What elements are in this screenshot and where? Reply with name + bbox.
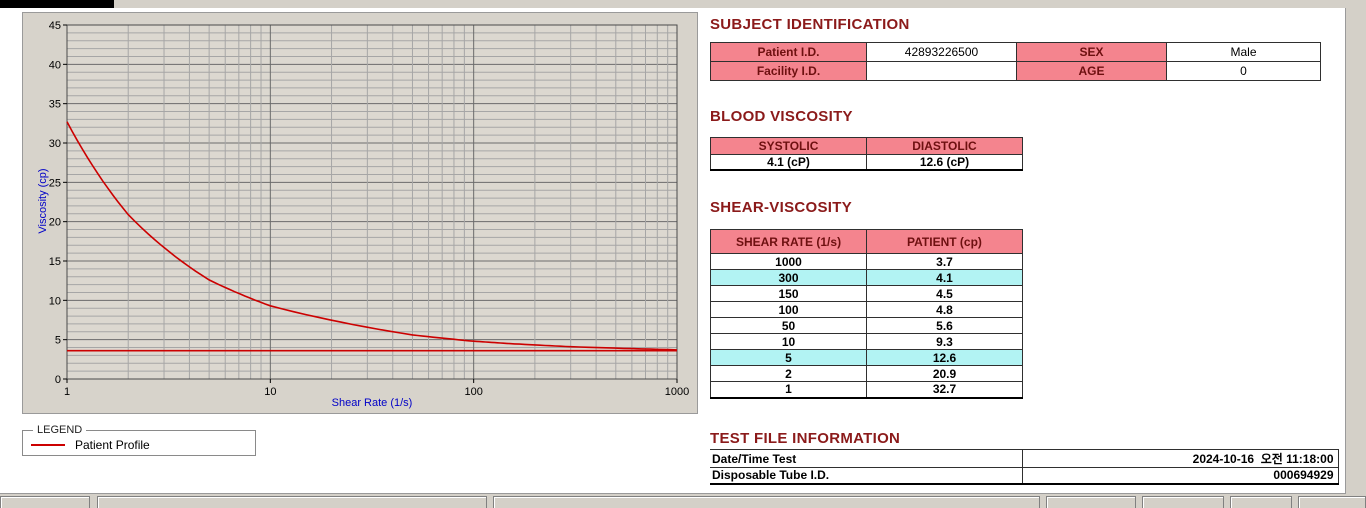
shear-rate-header: SHEAR RATE (1/s) [710,229,867,254]
shear-rate-cell: 2 [710,365,867,382]
facility-id-label: Facility I.D. [710,61,867,81]
bottom-panel-segment [493,496,1040,508]
table-row: 4.1 (cP) 12.6 (cP) [710,154,1023,171]
systolic-header: SYSTOLIC [710,137,867,155]
bottom-button-segment[interactable] [1298,496,1366,508]
legend-item-label: Patient Profile [75,438,150,452]
shear-row: 100 4.8 [710,301,1023,318]
diastolic-value: 12.6 (cP) [866,154,1023,171]
shear-rate-cell: 100 [710,301,867,318]
section-title-test-file-information: TEST FILE INFORMATION [710,430,901,447]
shear-rate-cell: 50 [710,317,867,334]
viscosity-chart-panel: 0 5 10 15 20 25 30 35 40 45 1 10 100 1000 Shear Rate … [22,12,698,414]
svg-text:1: 1 [64,386,70,398]
table-row: Patient I.D. 42893226500 SEX Male [710,42,1321,62]
svg-text:40: 40 [49,59,61,71]
patient-cp-header: PATIENT (cp) [866,229,1023,254]
patient-cp-cell: 12.6 [866,349,1023,366]
shear-row: 5 12.6 [710,349,1023,366]
viscosity-chart: 0 5 10 15 20 25 30 35 40 45 1 10 100 1000 [49,20,689,398]
section-title-blood-viscosity: BLOOD VISCOSITY [710,108,853,125]
systolic-value: 4.1 (cP) [710,154,867,171]
shear-rate-cell: 1 [710,381,867,398]
patient-cp-cell: 9.3 [866,333,1023,350]
disposable-tube-id-label: Disposable Tube I.D. [710,467,1023,485]
blood-viscosity-table: SYSTOLIC DIASTOLIC 4.1 (cP) 12.6 (cP) [710,137,1023,171]
patient-cp-cell: 20.9 [866,365,1023,382]
shear-rate-cell: 5 [710,349,867,366]
legend-line-sample [31,444,65,446]
shear-row: 150 4.5 [710,285,1023,302]
test-file-information-table: Date/Time Test 2024-10-16 오전 11:18:00 Di… [710,449,1339,485]
svg-text:10: 10 [264,386,276,398]
bottom-panel-segment [0,496,90,508]
svg-text:25: 25 [49,177,61,189]
patient-id-value: 42893226500 [866,42,1017,62]
svg-text:15: 15 [49,256,61,268]
svg-text:100: 100 [464,386,482,398]
legend-title: LEGEND [37,424,83,436]
legend-item: Patient Profile [31,438,247,452]
disposable-tube-id-value: 000694929 [1022,467,1339,485]
svg-text:1000: 1000 [665,386,689,398]
shear-row: 2 20.9 [710,365,1023,382]
shear-rate-cell: 10 [710,333,867,350]
legend-box: LEGEND Patient Profile [22,424,256,456]
table-row: SHEAR RATE (1/s) PATIENT (cp) [710,229,1023,254]
table-row: Disposable Tube I.D. 000694929 [710,467,1339,485]
y-axis-label: Viscosity (cp) [37,168,49,234]
patient-cp-cell: 4.8 [866,301,1023,318]
section-title-shear-viscosity: SHEAR-VISCOSITY [710,199,853,216]
patient-cp-cell: 3.7 [866,253,1023,270]
svg-text:20: 20 [49,217,61,229]
age-label: AGE [1016,61,1167,81]
bottom-button-segment[interactable] [1142,496,1224,508]
svg-text:5: 5 [55,335,61,347]
facility-id-value [866,61,1017,81]
table-row: Facility I.D. AGE 0 [710,61,1321,81]
svg-text:10: 10 [49,295,61,307]
shear-row: 300 4.1 [710,269,1023,286]
sex-value: Male [1166,42,1321,62]
sex-label: SEX [1016,42,1167,62]
shear-row: 1 32.7 [710,381,1023,398]
shear-viscosity-table: SHEAR RATE (1/s) PATIENT (cp) 1000 3.7 3… [710,229,1023,399]
svg-text:30: 30 [49,138,61,150]
bottom-button-segment[interactable] [1230,496,1292,508]
patient-cp-cell: 4.1 [866,269,1023,286]
top-strip [0,0,1366,8]
subject-identification-table: Patient I.D. 42893226500 SEX Male Facili… [710,42,1321,81]
shear-row: 1000 3.7 [710,253,1023,270]
x-axis-label: Shear Rate (1/s) [331,397,413,409]
bottom-button-segment[interactable] [1046,496,1136,508]
svg-text:45: 45 [49,20,61,32]
patient-id-label: Patient I.D. [710,42,867,62]
shear-row: 50 5.6 [710,317,1023,334]
bottom-strip [0,494,1366,508]
shear-rate-cell: 1000 [710,253,867,270]
diastolic-header: DIASTOLIC [866,137,1023,155]
date-time-test-value: 2024-10-16 오전 11:18:00 [1022,449,1339,468]
patient-cp-cell: 4.5 [866,285,1023,302]
top-black-bar [0,0,114,8]
table-row: Date/Time Test 2024-10-16 오전 11:18:00 [710,449,1339,468]
patient-cp-cell: 32.7 [866,381,1023,398]
date-time-test-label: Date/Time Test [710,449,1023,468]
report-area: 0 5 10 15 20 25 30 35 40 45 1 10 100 1000 Shear Rate … [0,8,1346,494]
svg-text:0: 0 [55,374,61,386]
shear-rate-cell: 300 [710,269,867,286]
age-value: 0 [1166,61,1321,81]
patient-cp-cell: 5.6 [866,317,1023,334]
section-title-subject-identification: SUBJECT IDENTIFICATION [710,16,910,33]
table-row: SYSTOLIC DIASTOLIC [710,137,1023,155]
shear-row: 10 9.3 [710,333,1023,350]
shear-rate-cell: 150 [710,285,867,302]
svg-text:35: 35 [49,99,61,111]
bottom-panel-segment [97,496,487,508]
